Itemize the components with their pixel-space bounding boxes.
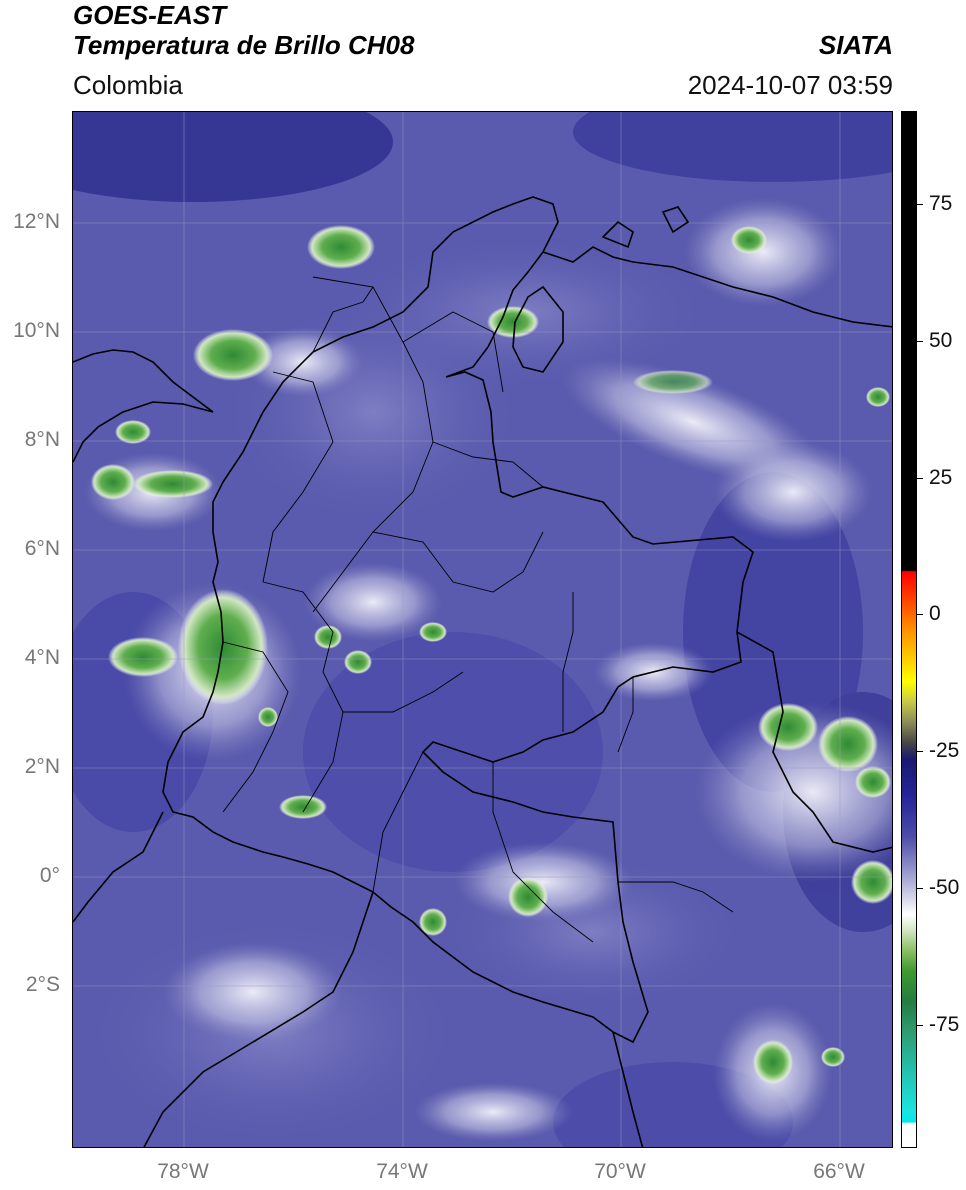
lat-label-4n: 4°N [24, 646, 60, 669]
convective-cores [91, 225, 892, 1084]
agency-label: SIATA [818, 30, 893, 60]
lat-label-6n: 6°N [24, 537, 60, 560]
colorbar-tick [917, 341, 923, 342]
lat-label-10n: 10°N [13, 319, 60, 342]
timestamp-label: 2024-10-07 03:59 [687, 70, 893, 100]
colorbar-tick [917, 888, 923, 889]
colorbar-tick [917, 1025, 923, 1026]
map-panel[interactable] [72, 111, 893, 1148]
country-borders [73, 196, 892, 1147]
lat-label-0: 0° [39, 864, 60, 887]
colorbar [901, 111, 917, 1148]
colorbar-label-75: 75 [929, 192, 953, 215]
satellite-title: GOES-EAST [73, 0, 227, 30]
lon-label-78w: 78°W [157, 1160, 209, 1183]
lon-label-66w: 66°W [813, 1160, 865, 1183]
colorbar-tick [917, 204, 923, 205]
colorbar-tick [917, 478, 923, 479]
colorbar-tick [917, 751, 923, 752]
colorbar-label-minus75: -75 [929, 1013, 960, 1036]
colorbar-label-50: 50 [929, 329, 953, 352]
region-label: Colombia [73, 70, 183, 100]
colorbar-label-25: 25 [929, 466, 953, 489]
colorbar-tick [917, 614, 923, 615]
lon-label-74w: 74°W [376, 1160, 428, 1183]
colorbar-label-minus50: -50 [929, 876, 960, 899]
product-title: Temperatura de Brillo CH08 [73, 30, 415, 60]
cloud-bands [83, 197, 892, 1142]
lat-label-8n: 8°N [24, 428, 60, 451]
colorbar-label-minus25: -25 [929, 739, 960, 762]
lon-label-70w: 70°W [594, 1160, 646, 1183]
lat-label-12n: 12°N [13, 210, 60, 233]
lat-label-2n: 2°N [24, 755, 60, 778]
department-borders [222, 276, 734, 943]
satellite-map [73, 112, 892, 1147]
lat-label-2s: 2°S [25, 973, 60, 996]
graticule [73, 112, 892, 1147]
colorbar-label-0: 0 [929, 602, 941, 625]
